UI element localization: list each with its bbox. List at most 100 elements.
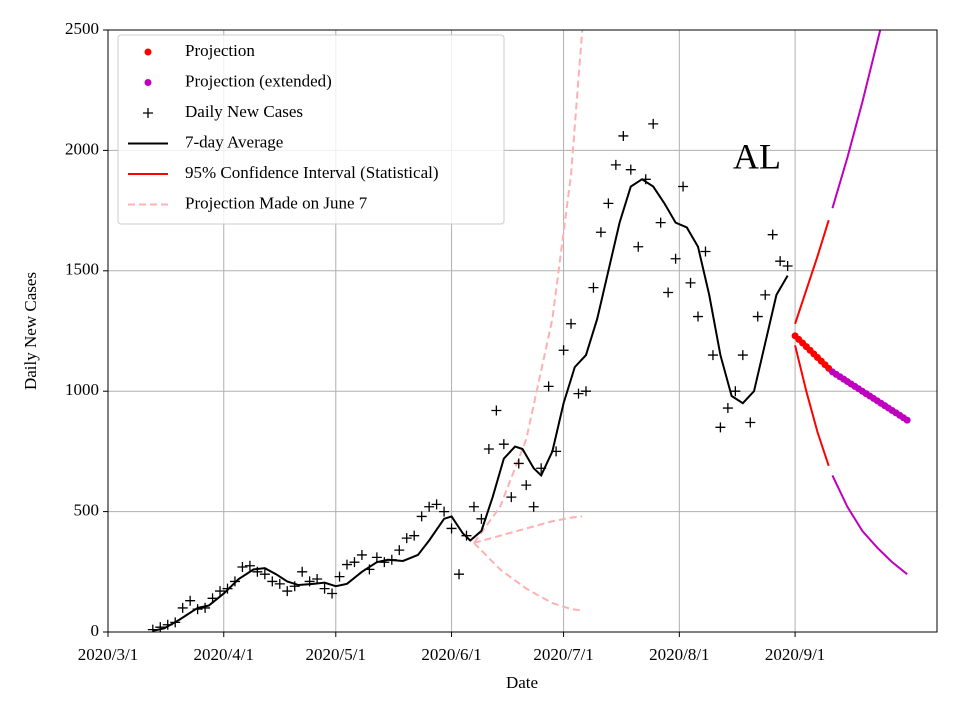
y-tick-label: 2500 xyxy=(65,19,99,38)
x-tick-label: 2020/8/1 xyxy=(649,645,709,664)
case-marker xyxy=(416,511,427,522)
x-tick-label: 2020/7/1 xyxy=(533,645,593,664)
case-marker xyxy=(521,480,532,491)
case-marker xyxy=(483,443,494,454)
legend: Projection Projection (extended) Daily New… xyxy=(117,34,505,225)
x-tick-label: 2020/9/1 xyxy=(765,645,825,664)
case-marker xyxy=(551,446,562,457)
y-tick-label: 1000 xyxy=(65,380,99,399)
case-marker xyxy=(752,311,763,322)
case-marker xyxy=(700,246,711,257)
case-marker xyxy=(767,229,778,240)
case-marker xyxy=(244,560,255,571)
plot-area xyxy=(147,30,911,632)
case-marker xyxy=(603,198,614,209)
case-marker xyxy=(737,350,748,361)
case-marker xyxy=(670,253,681,264)
y-tick-label: 500 xyxy=(74,501,100,520)
case-marker xyxy=(282,586,293,597)
y-axis-label: Daily New Cases xyxy=(21,272,40,390)
ci-upper xyxy=(794,219,830,325)
case-marker xyxy=(297,566,308,577)
axes-frame xyxy=(107,29,938,633)
case-marker xyxy=(543,381,554,392)
case-marker xyxy=(304,576,315,587)
case-marker xyxy=(760,289,771,300)
case-marker xyxy=(200,602,211,613)
case-marker xyxy=(707,350,718,361)
case-marker xyxy=(349,557,360,568)
case-marker xyxy=(327,588,338,599)
case-marker xyxy=(618,130,629,141)
legend-marker xyxy=(144,48,152,56)
case-marker xyxy=(431,499,442,510)
case-marker xyxy=(170,617,181,628)
case-marker xyxy=(229,576,240,587)
case-marker xyxy=(401,533,412,544)
case-marker xyxy=(424,501,435,512)
case-marker xyxy=(446,523,457,534)
case-marker xyxy=(274,578,285,589)
case-marker xyxy=(782,260,793,271)
case-marker xyxy=(312,574,323,585)
case-marker xyxy=(655,217,666,228)
case-marker xyxy=(648,118,659,129)
case-marker xyxy=(155,622,166,632)
old-projection-upper xyxy=(473,30,584,544)
case-marker xyxy=(506,492,517,503)
case-marker xyxy=(356,549,367,560)
case-marker xyxy=(185,595,196,606)
case-marker xyxy=(775,256,786,267)
old-projection-lower xyxy=(473,542,583,612)
case-marker xyxy=(663,287,674,298)
old-projection-values xyxy=(473,515,583,544)
case-marker xyxy=(192,604,203,615)
ci-lower xyxy=(794,345,830,467)
case-marker xyxy=(289,581,300,592)
case-marker xyxy=(364,564,375,575)
case-marker xyxy=(259,569,270,580)
case-marker xyxy=(454,569,465,580)
case-marker xyxy=(588,282,599,293)
case-marker xyxy=(386,554,397,565)
case-marker xyxy=(536,463,547,474)
case-marker xyxy=(685,277,696,288)
case-marker xyxy=(640,174,651,185)
case-marker xyxy=(625,164,636,175)
case-marker xyxy=(252,566,263,577)
legend-marker xyxy=(143,108,153,118)
case-marker xyxy=(633,241,644,252)
case-marker xyxy=(491,405,502,416)
case-marker xyxy=(371,552,382,563)
ci-lower xyxy=(831,475,908,575)
case-marker xyxy=(334,571,345,582)
case-marker xyxy=(498,439,509,450)
case-marker xyxy=(207,593,218,604)
case-marker xyxy=(468,501,479,512)
case-marker xyxy=(267,576,278,587)
case-marker xyxy=(476,513,487,524)
legend-marker xyxy=(144,79,152,86)
legend-label: Projection (extended) xyxy=(185,71,332,90)
case-marker xyxy=(394,545,405,556)
case-marker xyxy=(409,530,420,541)
case-marker xyxy=(461,530,472,541)
case-marker xyxy=(722,403,733,414)
x-tick-label: 2020/5/1 xyxy=(306,645,366,664)
case-marker xyxy=(379,557,390,568)
legend-label: Projection xyxy=(185,41,255,60)
case-marker xyxy=(678,181,689,192)
y-tick-label: 1500 xyxy=(65,260,99,279)
projection-point xyxy=(903,416,911,424)
case-marker xyxy=(595,227,606,238)
y-tick-label: 2000 xyxy=(65,139,99,158)
case-marker xyxy=(162,619,173,630)
case-marker xyxy=(573,388,584,399)
case-marker xyxy=(439,506,450,517)
average-line xyxy=(152,178,789,632)
case-marker xyxy=(222,583,233,594)
case-marker xyxy=(528,501,539,512)
legend-box xyxy=(117,34,505,225)
